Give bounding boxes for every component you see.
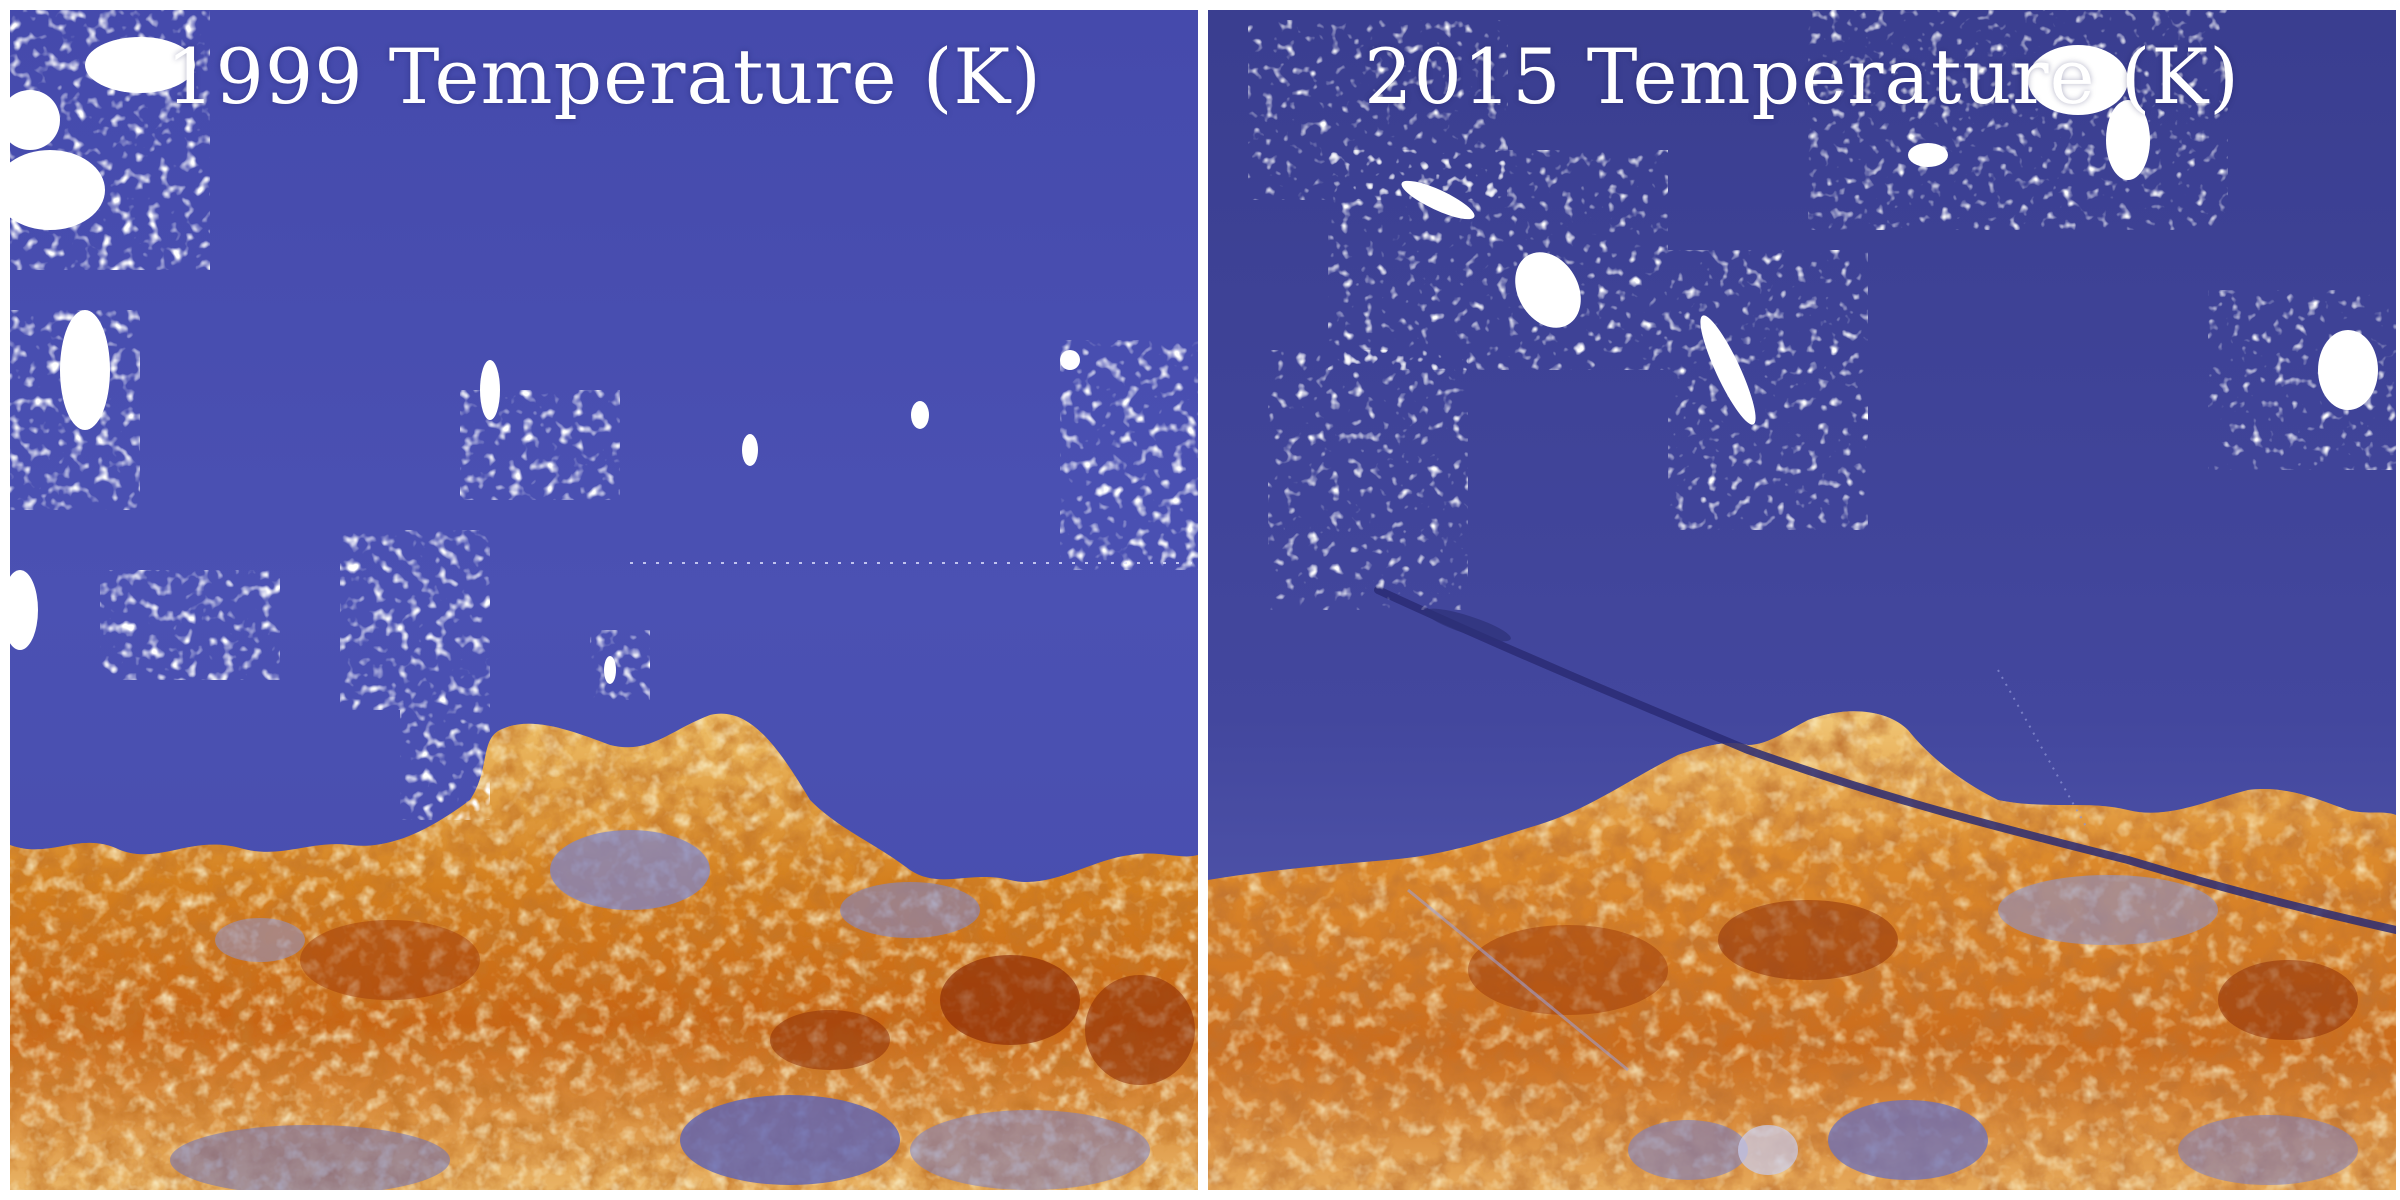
thermal-map-2015 — [1208, 10, 2396, 1190]
panel-title-2015: 2015 Temperature (K) — [1364, 32, 2240, 121]
thermal-map-1999 — [10, 10, 1198, 1190]
panel-2015: 2015 Temperature (K) — [1208, 10, 2396, 1190]
panel-title-1999: 1999 Temperature (K) — [166, 32, 1042, 121]
panel-1999: 1999 Temperature (K) — [10, 10, 1198, 1190]
